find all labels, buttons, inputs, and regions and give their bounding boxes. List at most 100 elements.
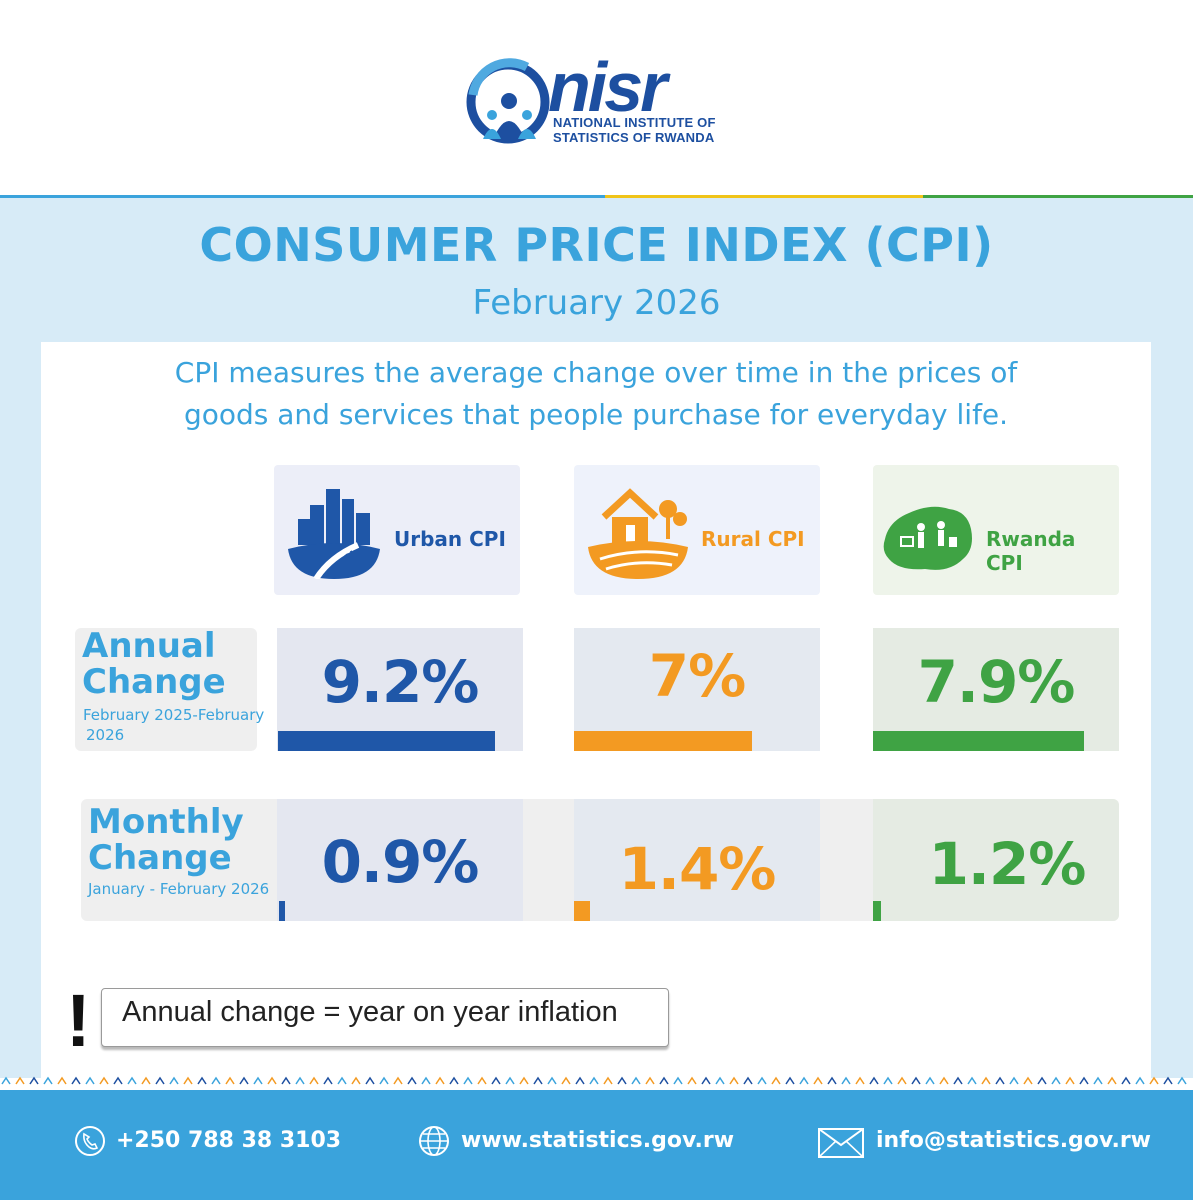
logo-subtitle-line1: NATIONAL INSTITUTE OF bbox=[553, 115, 716, 130]
pattern-mark bbox=[631, 1076, 641, 1085]
pattern-mark bbox=[673, 1076, 683, 1085]
pattern-mark bbox=[995, 1076, 1005, 1085]
period-label: February 2026 bbox=[472, 283, 721, 323]
category-card-rural: Rural CPI bbox=[574, 465, 820, 595]
city-icon bbox=[288, 489, 380, 579]
pattern-mark bbox=[435, 1076, 445, 1085]
pattern-mark bbox=[715, 1076, 725, 1085]
pattern-mark bbox=[939, 1076, 949, 1085]
pattern-mark bbox=[729, 1076, 739, 1085]
phone-icon bbox=[75, 1126, 105, 1156]
pattern-mark bbox=[967, 1076, 977, 1085]
category-card-urban: Urban CPI bbox=[274, 465, 520, 595]
stripe-blue bbox=[0, 195, 605, 198]
pattern-mark bbox=[29, 1076, 39, 1085]
stripe-yellow bbox=[605, 195, 923, 198]
annual-cell-rural bbox=[574, 628, 820, 751]
pattern-mark bbox=[225, 1076, 235, 1085]
pattern-mark bbox=[575, 1076, 585, 1085]
monthly-value-rural: 1.4% bbox=[618, 835, 777, 903]
pattern-mark bbox=[449, 1076, 459, 1085]
pattern-mark bbox=[1023, 1076, 1033, 1085]
pattern-mark bbox=[519, 1076, 529, 1085]
pattern-mark bbox=[911, 1076, 921, 1085]
pattern-mark bbox=[1163, 1076, 1173, 1085]
pattern-mark bbox=[533, 1076, 543, 1085]
annual-value-urban: 9.2% bbox=[321, 648, 480, 716]
pattern-mark bbox=[463, 1076, 473, 1085]
footer-email[interactable]: info@statistics.gov.rw bbox=[876, 1128, 1151, 1153]
pattern-mark bbox=[155, 1076, 165, 1085]
pattern-mark bbox=[141, 1076, 151, 1085]
pattern-mark bbox=[99, 1076, 109, 1085]
logo-subtitle: NATIONAL INSTITUTE OF STATISTICS OF RWAN… bbox=[553, 115, 716, 145]
annual-title-line2: Change bbox=[82, 662, 226, 702]
pattern-mark bbox=[841, 1076, 851, 1085]
pattern-mark bbox=[785, 1076, 795, 1085]
decorative-pattern-strip bbox=[1, 1076, 1187, 1085]
pattern-mark bbox=[15, 1076, 25, 1085]
pattern-mark bbox=[1093, 1076, 1103, 1085]
globe-icon bbox=[419, 1126, 449, 1156]
pattern-mark bbox=[239, 1076, 249, 1085]
monthly-cell-rural bbox=[574, 799, 820, 921]
category-card-rwanda: Rwanda CPI bbox=[873, 465, 1119, 595]
pattern-mark bbox=[1009, 1076, 1019, 1085]
stripe-green bbox=[923, 195, 1193, 198]
footer-website[interactable]: www.statistics.gov.rw bbox=[461, 1128, 735, 1153]
pattern-mark bbox=[1135, 1076, 1145, 1085]
annual-bar-rural bbox=[574, 731, 752, 751]
footer-phone[interactable]: +250 788 38 3103 bbox=[116, 1128, 342, 1153]
pattern-mark bbox=[1037, 1076, 1047, 1085]
annual-change-title: Annual Change bbox=[82, 628, 226, 700]
annual-change-period: February 2025-February 2026 bbox=[83, 705, 264, 745]
pattern-mark bbox=[771, 1076, 781, 1085]
annual-value-rural: 7% bbox=[648, 642, 746, 710]
rural-house-icon bbox=[588, 488, 688, 579]
pattern-mark bbox=[1065, 1076, 1075, 1085]
pattern-mark bbox=[43, 1076, 53, 1085]
monthly-bar-rural bbox=[574, 901, 590, 921]
pattern-mark bbox=[379, 1076, 389, 1085]
category-label-rural: Rural CPI bbox=[701, 527, 805, 551]
pattern-mark bbox=[827, 1076, 837, 1085]
pattern-mark bbox=[309, 1076, 319, 1085]
pattern-mark bbox=[183, 1076, 193, 1085]
pattern-mark bbox=[799, 1076, 809, 1085]
pattern-mark bbox=[491, 1076, 501, 1085]
pattern-mark bbox=[1149, 1076, 1159, 1085]
monthly-title-line1: Monthly bbox=[88, 802, 244, 842]
pattern-mark bbox=[477, 1076, 487, 1085]
annual-cell-rwanda bbox=[873, 628, 1119, 751]
annual-cell-urban bbox=[277, 628, 523, 751]
pattern-mark bbox=[169, 1076, 179, 1085]
pattern-mark bbox=[981, 1076, 991, 1085]
pattern-mark bbox=[925, 1076, 935, 1085]
pattern-mark bbox=[813, 1076, 823, 1085]
pattern-mark bbox=[295, 1076, 305, 1085]
pattern-mark bbox=[267, 1076, 277, 1085]
pattern-mark bbox=[57, 1076, 67, 1085]
annual-bar-urban bbox=[278, 731, 495, 751]
nisr-logo bbox=[466, 58, 550, 144]
pattern-mark bbox=[1177, 1076, 1187, 1085]
monthly-bar-urban bbox=[279, 901, 285, 921]
pattern-mark bbox=[659, 1076, 669, 1085]
pattern-mark bbox=[1107, 1076, 1117, 1085]
pattern-mark bbox=[603, 1076, 613, 1085]
pattern-mark bbox=[1051, 1076, 1061, 1085]
monthly-change-title: Monthly Change bbox=[88, 804, 244, 876]
pattern-mark bbox=[71, 1076, 81, 1085]
pattern-mark bbox=[589, 1076, 599, 1085]
pattern-mark bbox=[127, 1076, 137, 1085]
logo-subtitle-line2: STATISTICS OF RWANDA bbox=[553, 130, 715, 145]
pattern-mark bbox=[85, 1076, 95, 1085]
description-line1: CPI measures the average change over tim… bbox=[174, 356, 1018, 389]
logo-wordmark: nisr bbox=[548, 48, 667, 126]
monthly-cell-rwanda bbox=[873, 799, 1119, 921]
category-label-urban: Urban CPI bbox=[394, 527, 506, 551]
rwanda-map-shoppers-icon bbox=[883, 506, 972, 570]
annual-label-card bbox=[75, 628, 257, 751]
pattern-mark bbox=[757, 1076, 767, 1085]
pattern-mark bbox=[337, 1076, 347, 1085]
